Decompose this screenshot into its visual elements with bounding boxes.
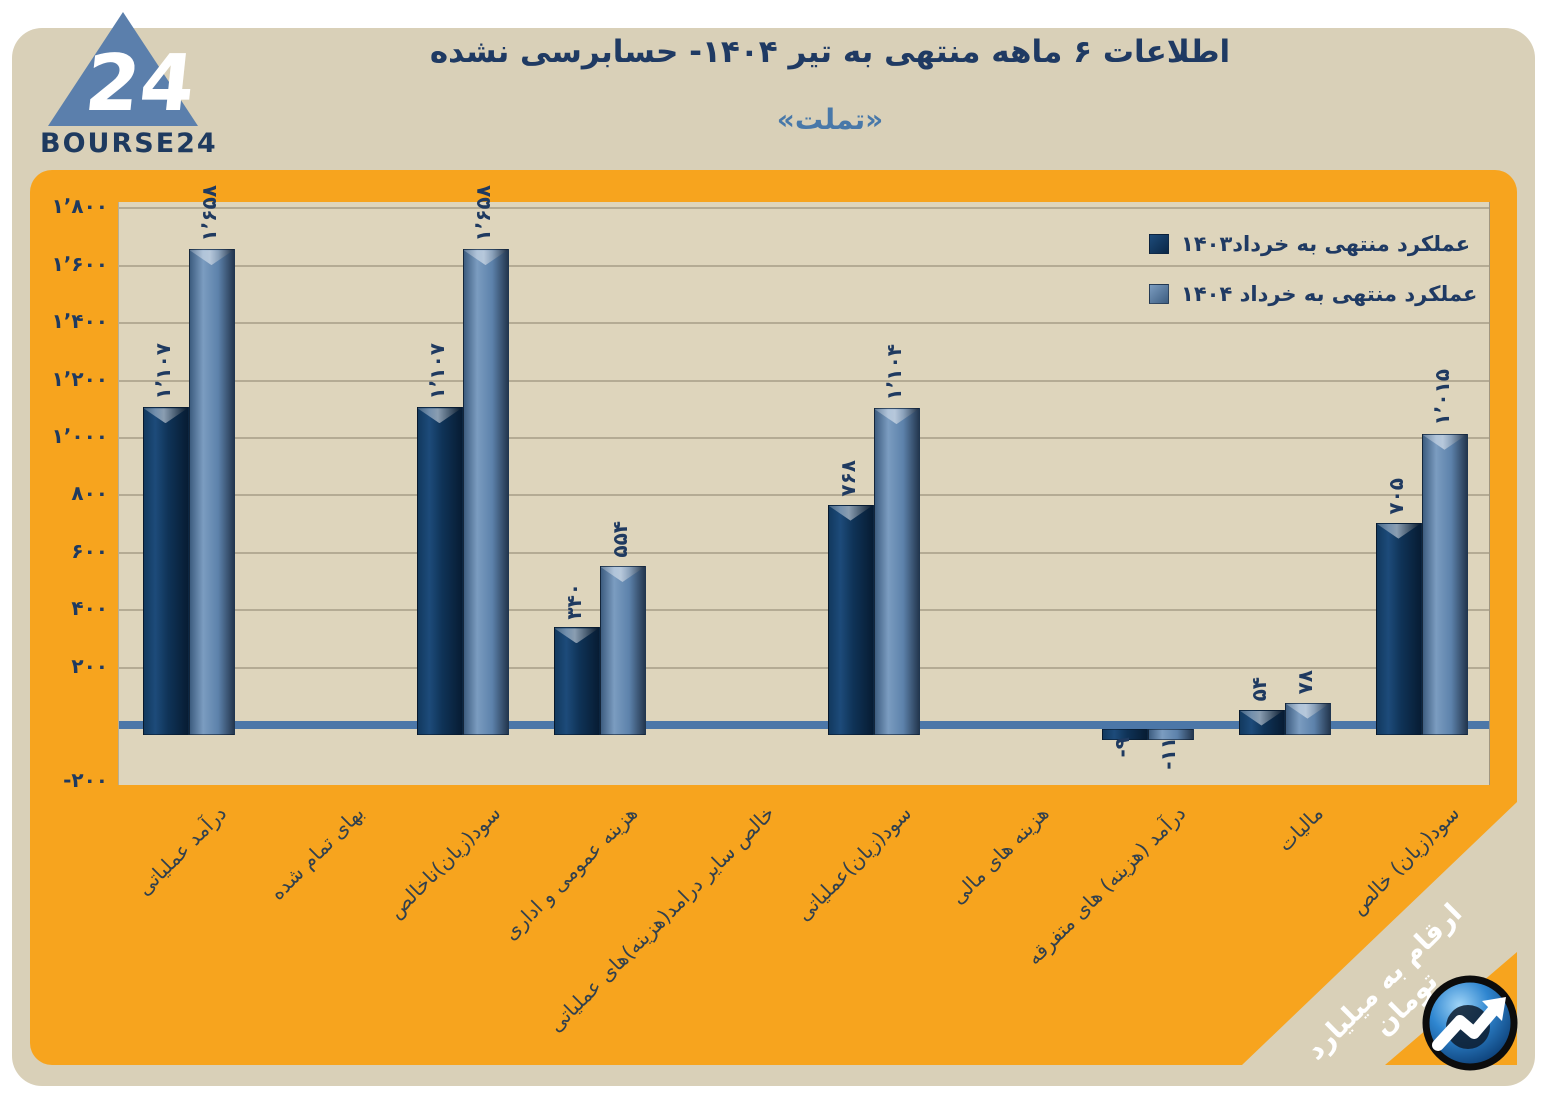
bar-series2-cat9	[1284, 702, 1331, 735]
bar-value-label: ۱٬۱۰۴	[881, 343, 906, 401]
gridline	[119, 551, 1489, 554]
gridline	[119, 207, 1489, 210]
bar-value-label: ۷۰۵	[1383, 478, 1408, 515]
bourse24-wordmark: BOURSE24	[40, 128, 218, 159]
bar-value-label: ۷۶۸	[835, 459, 860, 497]
bourse24-logo: 24 BOURSE24	[38, 6, 218, 166]
gridline	[119, 494, 1489, 497]
gridline	[119, 666, 1489, 669]
gridline	[119, 437, 1489, 439]
gridline	[119, 264, 1489, 267]
legend-row-1403: عملکرد منتهی به خرداد۱۴۰۳	[1149, 232, 1477, 256]
ticker-subtitle: «تملت»	[776, 103, 884, 136]
y-tick-label: ۶۰۰	[71, 538, 108, 563]
legend-swatch-1403-icon	[1149, 234, 1169, 254]
bar-value-label: -۱۱	[1155, 737, 1180, 770]
bourse24-round-icon	[1422, 975, 1518, 1071]
y-tick-label: ۲۰۰	[71, 653, 108, 678]
y-tick-label: ۱٬۸۰۰	[51, 194, 108, 219]
legend-row-1404: عملکرد منتهی به خرداد ۱۴۰۴	[1149, 282, 1477, 306]
gridline	[119, 609, 1489, 612]
bar-value-label: ۳۴۰	[561, 582, 586, 620]
bar-series2-cat8	[1147, 729, 1194, 741]
y-tick-label: -۲۰۰	[63, 768, 108, 793]
gridline	[119, 322, 1489, 325]
legend-label-1403: عملکرد منتهی به خرداد۱۴۰۳	[1181, 232, 1471, 256]
y-tick-label: ۴۰۰	[71, 596, 108, 621]
bar-series1-cat10	[1375, 522, 1422, 735]
bar-value-label: ۵۴	[1246, 677, 1271, 702]
legend-swatch-1404-icon	[1149, 284, 1169, 304]
chart-title: اطلاعات ۶ ماهه منتهی به تیر ۱۴۰۴- حسابرس…	[429, 34, 1231, 70]
y-tick-label: ۱٬۴۰۰	[51, 309, 108, 334]
bar-series1-cat9	[1238, 709, 1285, 735]
bar-series2-cat1	[188, 249, 235, 735]
bar-series1-cat8	[1101, 729, 1148, 740]
y-tick-label: ۱٬۶۰۰	[51, 251, 108, 276]
bar-value-label: ۱٬۶۵۸	[470, 184, 495, 242]
bar-series2-cat3	[462, 249, 509, 735]
bar-value-label: ۷۸	[1292, 670, 1317, 695]
y-tick-label: ۱٬۲۰۰	[51, 366, 108, 391]
chart-legend: عملکرد منتهی به خرداد۱۴۰۳ عملکرد منتهی ب…	[1149, 232, 1477, 332]
y-tick-label: ۱٬۰۰۰	[51, 424, 108, 448]
bar-series2-cat10	[1421, 433, 1468, 735]
y-tick-label: ۸۰۰	[71, 481, 108, 506]
bourse24-triangle-logo-icon: 24	[48, 12, 199, 129]
bar-series1-cat4	[553, 627, 600, 735]
bar-value-label: ۱٬۶۵۸	[196, 184, 221, 242]
plot-area: عملکرد منتهی به خرداد۱۴۰۳ عملکرد منتهی ب…	[118, 185, 1490, 785]
svg-text:24: 24	[81, 38, 199, 129]
zero-axis-line	[119, 721, 1489, 729]
bar-series2-cat6	[873, 408, 920, 735]
bar-value-label: ۱٬۰۱۵	[1429, 369, 1454, 426]
bar-value-label: ۱٬۱۰۷	[424, 342, 449, 400]
bar-value-label: ۵۵۴	[607, 521, 632, 559]
bar-series1-cat3	[416, 407, 463, 735]
bar-value-label: -۹	[1109, 737, 1134, 758]
gridline	[119, 379, 1489, 382]
bar-series1-cat6	[827, 504, 874, 735]
bar-series2-cat4	[599, 566, 646, 735]
bar-value-label: ۱٬۱۰۷	[150, 342, 175, 400]
legend-label-1404: عملکرد منتهی به خرداد ۱۴۰۴	[1181, 282, 1478, 306]
bar-series1-cat1	[142, 407, 189, 735]
